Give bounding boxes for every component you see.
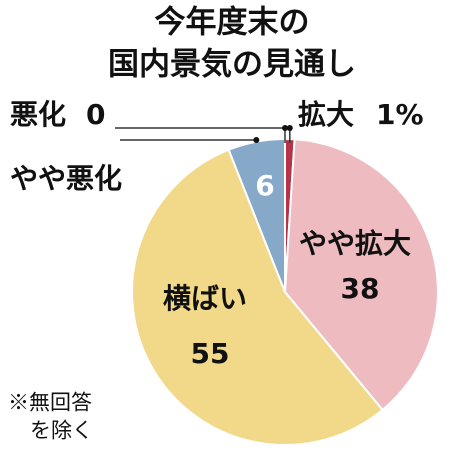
category-label: 横ばい [163,282,247,315]
value-label: 1% [376,98,424,131]
value-label: 38 [341,272,380,305]
value-label: 6 [255,169,274,202]
value-label: 55 [191,337,230,370]
category-label: やや拡大 [299,227,411,260]
chart-title: 今年度末の [155,5,310,41]
note: を除く [30,419,93,443]
category-label: 悪化 [10,98,66,131]
leader-dot [286,125,293,131]
pie-slice [283,138,439,412]
note: ※無回答 [8,391,92,415]
leader-dot [282,125,288,131]
pie-slice [131,148,384,446]
leader-dot [253,137,260,143]
chart-title: 国内景気の見通し [108,47,356,83]
category-label: 拡大 [298,98,354,131]
value-label: 0 [86,98,105,131]
leader-line [120,139,258,143]
category-label: やや悪化 [10,162,122,195]
